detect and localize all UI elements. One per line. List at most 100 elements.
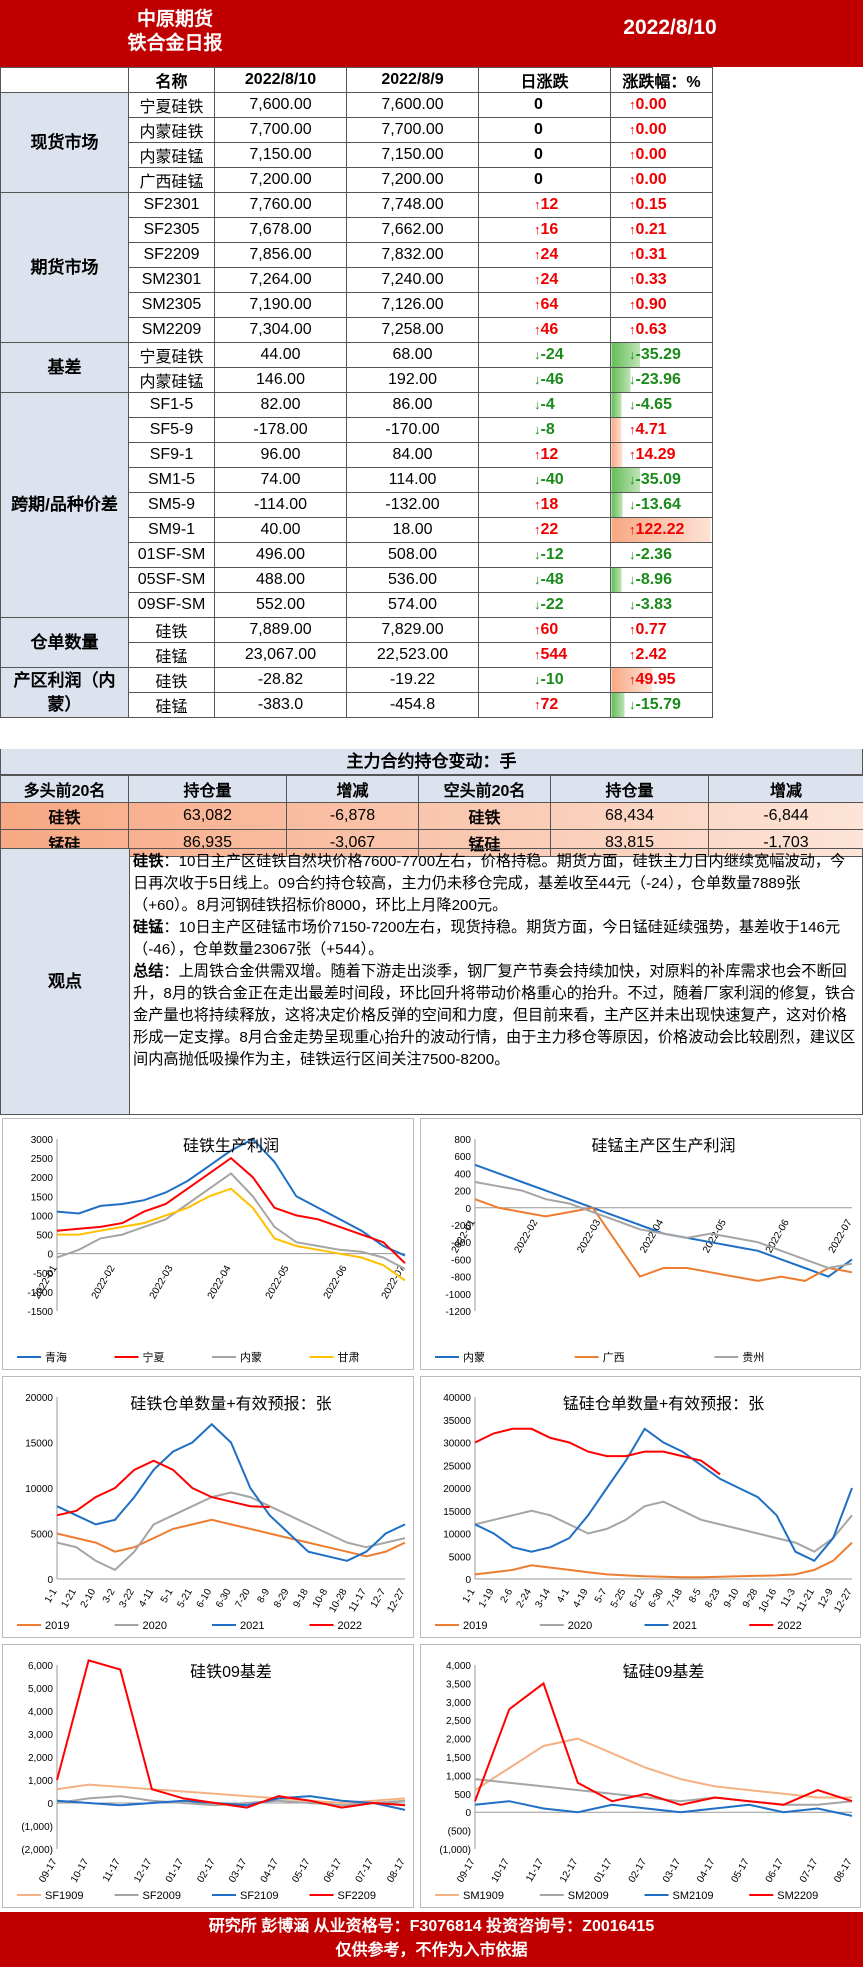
x-tick-label: 11-3 xyxy=(779,1587,798,1610)
x-tick-label: 12-27 xyxy=(385,1587,408,1615)
arrow-down-icon: ↓ xyxy=(629,572,636,587)
report-name: 铁合金日报 xyxy=(127,33,223,54)
y-tick-label: 0 xyxy=(465,1808,471,1819)
series-line xyxy=(474,1500,853,1553)
y-tick-label: 15000 xyxy=(25,1439,53,1450)
change-value: -35.09 xyxy=(635,471,681,488)
item-name: SF2209 xyxy=(128,242,215,268)
x-tick-label: 1-1 xyxy=(461,1587,478,1605)
x-tick-label: 6-30 xyxy=(214,1587,234,1610)
value-today: 7,889.00 xyxy=(214,617,347,643)
y-tick-label: 500 xyxy=(454,1790,471,1801)
arrow-up-icon: ↑ xyxy=(629,297,636,312)
y-tick-label: 5000 xyxy=(449,1552,472,1563)
x-tick-label: 12-17 xyxy=(132,1857,155,1885)
chart-svg: 4,000 3,500 3,000 2,500 2,000 1,500 1,000 500 0 (… xyxy=(435,1661,855,1902)
y-tick-label: 10000 xyxy=(25,1484,53,1495)
x-tick-label: 04-17 xyxy=(259,1857,282,1885)
pos-header-0: 多头前20名 xyxy=(0,775,129,803)
x-tick-label: 05-17 xyxy=(290,1857,313,1885)
value-today: 7,700.00 xyxy=(214,117,347,143)
chart-title: 锰硅09基差 xyxy=(623,1663,705,1681)
table-row: SM2305 7,190.00 7,126.00 ↑64 ↑0.90 xyxy=(1,292,863,318)
chart-sm-warrants: 40000 35000 30000 25000 20000 15000 10000 5000 0… xyxy=(420,1376,861,1638)
change-pct: ↑0.00 xyxy=(610,142,713,168)
item-name: 宁夏硅铁 xyxy=(128,92,215,118)
daily-change: ↑12 xyxy=(478,192,611,218)
legend-label: SM2009 xyxy=(568,1890,609,1902)
value-prev: -132.00 xyxy=(346,492,479,518)
x-tick-label: 9-18 xyxy=(291,1587,311,1610)
x-tick-label: 3-2 xyxy=(101,1587,118,1605)
positions-title: 主力合约持仓变动：手 xyxy=(0,749,863,775)
x-tick-label: 2022-02 xyxy=(90,1263,118,1301)
x-tick-label: 11-17 xyxy=(524,1857,546,1884)
table-row: 05SF-SM 488.00 536.00 ↓-48 ↓-8.96 xyxy=(1,567,863,593)
table-row: 01SF-SM 496.00 508.00 ↓-12 ↓-2.36 xyxy=(1,542,863,568)
value-prev: 7,748.00 xyxy=(346,192,479,218)
legend-label: 2019 xyxy=(45,1620,69,1632)
x-tick-label: 7-20 xyxy=(233,1587,253,1610)
x-tick-label: 5-25 xyxy=(609,1587,629,1610)
arrow-up-icon: ↑ xyxy=(534,647,541,662)
x-tick-label: 1-21 xyxy=(59,1587,79,1610)
x-tick-label: 8-5 xyxy=(687,1587,704,1605)
view-p2: ：10日主产区硅锰市场价7150-7200左右，现货持稳。期货方面，今日锰硅延续… xyxy=(133,919,841,958)
pos-cell: 63,082 xyxy=(128,802,287,830)
value-today: 552.00 xyxy=(214,592,347,618)
chart-title: 锰硅仓单数量+有效预报：张 xyxy=(563,1395,764,1413)
daily-change: 0 xyxy=(478,117,611,143)
arrow-up-icon: ↑ xyxy=(629,422,636,437)
x-tick-label: 3-14 xyxy=(533,1587,553,1610)
table-row: 内蒙硅铁 7,700.00 7,700.00 0 ↑0.00 xyxy=(1,117,863,143)
daily-change: ↑544 xyxy=(478,642,611,668)
change-pct: ↓-4.65 xyxy=(610,392,713,418)
series-line xyxy=(474,1181,853,1270)
x-tick-label: 11-17 xyxy=(101,1857,123,1884)
footer-disclaimer: 仅供参考，不作为入市依据 xyxy=(335,1942,528,1959)
value-prev: 7,150.00 xyxy=(346,142,479,168)
series-line xyxy=(474,1737,852,1799)
item-name: SM9-1 xyxy=(128,517,215,543)
change-value: 72 xyxy=(540,696,559,713)
arrow-down-icon: ↓ xyxy=(629,497,636,512)
chart-sm-profit: 800 600 400 200 0 -200 -400 -600 -800 -1000 -1200 2… xyxy=(420,1118,861,1370)
value-prev: 7,240.00 xyxy=(346,267,479,293)
y-tick-label: 4,000 xyxy=(446,1661,471,1672)
arrow-down-icon: ↓ xyxy=(534,472,541,487)
series-line xyxy=(56,1137,406,1257)
change-pct: ↑0.77 xyxy=(610,617,713,643)
table-row: 内蒙硅锰 7,150.00 7,150.00 0 ↑0.00 xyxy=(1,142,863,168)
pos-cell: 86,935 xyxy=(128,829,287,857)
y-tick-label: (1,000) xyxy=(21,1822,53,1833)
value-prev: 18.00 xyxy=(346,517,479,543)
x-tick-label: 6-12 xyxy=(628,1587,648,1610)
arrow-up-icon: ↑ xyxy=(629,147,636,162)
change-value: 0 xyxy=(534,171,543,188)
table-row: 期货市场 SF2301 7,760.00 7,748.00 ↑12 ↑0.15 xyxy=(0,192,863,343)
change-pct: ↑0.21 xyxy=(610,217,713,243)
x-tick-label: 12-27 xyxy=(832,1587,855,1615)
table-row: 09SF-SM 552.00 574.00 ↓-22 ↓-3.83 xyxy=(1,592,863,618)
arrow-down-icon: ↓ xyxy=(629,597,636,612)
item-name: 硅锰 xyxy=(128,642,215,668)
change-value: -3.83 xyxy=(635,596,672,613)
value-today: 44.00 xyxy=(214,342,347,368)
pos-cell: 68,434 xyxy=(550,802,709,830)
legend-label: 青海 xyxy=(45,1350,67,1364)
y-tick-label: -1500 xyxy=(27,1307,53,1318)
legend-label: SM2109 xyxy=(673,1890,714,1902)
header-col-4: 涨跌幅：% xyxy=(610,67,713,93)
change-value: -4.65 xyxy=(635,396,672,413)
y-tick-label: 3,500 xyxy=(446,1679,471,1690)
y-tick-label: -500 xyxy=(33,1269,53,1280)
chart-title: 硅铁09基差 xyxy=(190,1663,272,1681)
change-value: -10 xyxy=(540,671,564,688)
x-tick-label: 12-7 xyxy=(369,1587,389,1610)
legend-label: SM2209 xyxy=(777,1890,818,1902)
view-p2-head: 硅锰 xyxy=(133,919,164,936)
daily-change: ↑72 xyxy=(478,692,611,718)
value-today: 7,856.00 xyxy=(214,242,347,268)
daily-change: ↑60 xyxy=(478,617,611,643)
chart-svg: 3000 2500 2000 1500 1000 500 0 -500 -1000 -1500 20… xyxy=(17,1135,408,1364)
